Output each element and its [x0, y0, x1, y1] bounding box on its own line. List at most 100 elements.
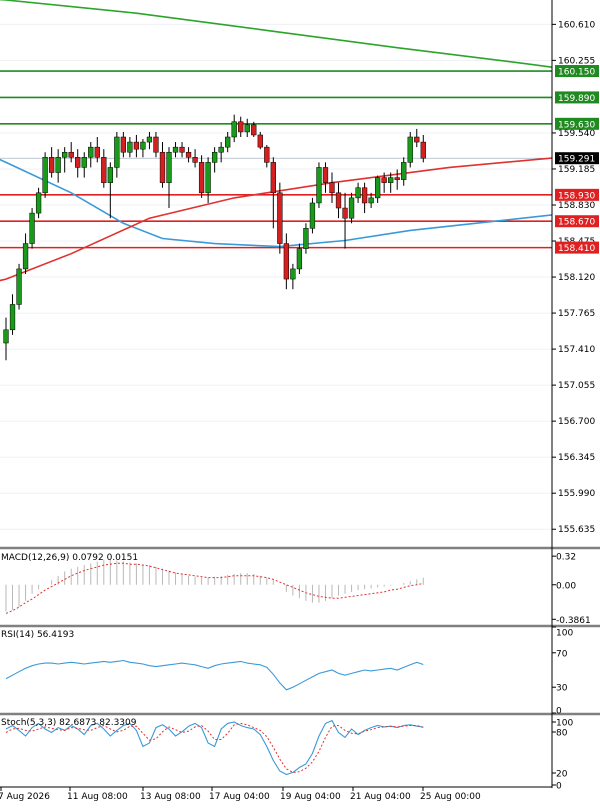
time-label: 17 Aug 04:00	[209, 792, 270, 802]
price-label: 155.635	[558, 525, 595, 535]
stoch-axis-label: 100	[556, 719, 573, 729]
moving-average-line	[0, 0, 552, 68]
indicator-titles: MACD(12,26,9) 0.0792 0.0151 RSI(14) 56.41…	[1, 553, 138, 728]
time-axis: 7 Aug 2026 11 Aug 08:00 13 Aug 08:00 17 Aug…	[0, 787, 481, 802]
rsi-axis-label: 0	[556, 707, 562, 717]
bull-candle	[231, 121, 237, 138]
rsi-axis-label: 100	[556, 629, 573, 639]
bear-candle	[329, 182, 335, 194]
rsi-axis-label: 70	[556, 649, 568, 659]
resistance-tag	[555, 65, 599, 78]
panel-frames	[0, 0, 600, 788]
rsi-title: RSI(14) 56.4193	[1, 630, 74, 640]
time-label: 19 Aug 04:00	[280, 792, 341, 802]
bear-candle	[394, 177, 400, 180]
bull-candle	[401, 162, 407, 180]
bull-candle	[107, 167, 113, 183]
level-lines	[0, 70, 552, 249]
bull-candle	[3, 329, 9, 344]
rsi-axis-label: 30	[556, 684, 568, 694]
bull-candle	[211, 151, 218, 163]
price-label: 159.185	[558, 165, 595, 175]
rsi-panel	[5, 659, 424, 691]
bull-candle	[309, 202, 316, 229]
bull-candle	[127, 141, 133, 153]
bear-candle	[48, 157, 55, 173]
bull-candle	[368, 197, 374, 204]
bull-candle	[172, 146, 179, 153]
candles	[3, 114, 426, 361]
support-tag	[555, 188, 599, 201]
price-label: 160.255	[558, 56, 595, 66]
moving-averages	[0, 0, 552, 282]
price-label: 158.120	[558, 273, 595, 283]
bear-candle	[101, 157, 107, 183]
time-label: 11 Aug 08:00	[67, 792, 128, 802]
resistance-tag	[555, 91, 599, 104]
support-tag	[555, 241, 599, 254]
grid-layer	[0, 23, 552, 530]
bear-candle	[251, 124, 257, 136]
stoch-d-line	[5, 722, 424, 773]
bull-candle	[9, 304, 16, 331]
bull-candle	[62, 151, 68, 158]
bull-candle	[316, 167, 322, 204]
bull-candle	[55, 157, 61, 173]
bull-candle	[140, 141, 146, 150]
macd-title: MACD(12,26,9) 0.0792 0.0151	[1, 553, 138, 563]
bear-candle	[179, 146, 185, 153]
bull-candle	[81, 157, 87, 168]
stoch-axis-label: 80	[556, 729, 568, 739]
macd-signal-line	[5, 562, 424, 614]
bear-candle	[75, 157, 81, 168]
resistance-tag	[555, 117, 599, 130]
bear-candle	[420, 141, 426, 159]
macd-axis-label: 0.00	[556, 581, 576, 591]
current-price-label: 159.291	[558, 155, 595, 165]
price-label: 157.410	[558, 345, 595, 355]
bull-candle	[205, 162, 211, 194]
bear-candle	[198, 162, 205, 194]
bull-candle	[42, 157, 48, 194]
time-label: 21 Aug 04:00	[350, 792, 411, 802]
bear-candle	[342, 207, 348, 219]
bull-candle	[355, 187, 361, 199]
time-label: 7 Aug 2026	[0, 792, 50, 802]
bear-candle	[361, 187, 368, 204]
price-label: 157.055	[558, 381, 595, 391]
stoch-axis-label: 0	[556, 782, 562, 792]
macd-axis-label: 0.32	[556, 553, 576, 563]
price-label: 159.540	[558, 129, 595, 139]
bear-candle	[185, 151, 192, 158]
rsi-line	[5, 659, 424, 691]
resistance-label: 159.630	[558, 120, 595, 130]
bear-candle	[133, 141, 140, 150]
bear-candle	[283, 243, 290, 280]
macd-axis-label: -0.3861	[556, 616, 591, 626]
price-label: 157.765	[558, 309, 595, 319]
stoch-axis-label: 20	[556, 770, 568, 780]
moving-average-line	[0, 158, 552, 248]
support-label: 158.410	[558, 244, 595, 254]
resistance-label: 159.890	[558, 94, 595, 104]
support-label: 158.670	[558, 218, 595, 228]
bull-candle	[348, 197, 355, 219]
bull-candle	[16, 268, 22, 305]
macd-panel	[5, 559, 424, 614]
bull-candle	[114, 136, 120, 168]
bull-candle	[225, 136, 231, 148]
bull-candle	[407, 136, 413, 163]
bear-candle	[381, 177, 387, 183]
bull-candle	[296, 248, 303, 270]
support-label: 158.930	[558, 191, 595, 201]
bull-candle	[29, 212, 35, 244]
bull-candle	[303, 228, 309, 249]
bear-candle	[120, 136, 127, 153]
stoch-panel	[5, 719, 424, 776]
price-label: 155.990	[558, 489, 595, 499]
bear-candle	[159, 151, 166, 183]
bull-candle	[218, 146, 224, 153]
bear-candle	[277, 192, 283, 244]
bull-candle	[166, 151, 172, 183]
